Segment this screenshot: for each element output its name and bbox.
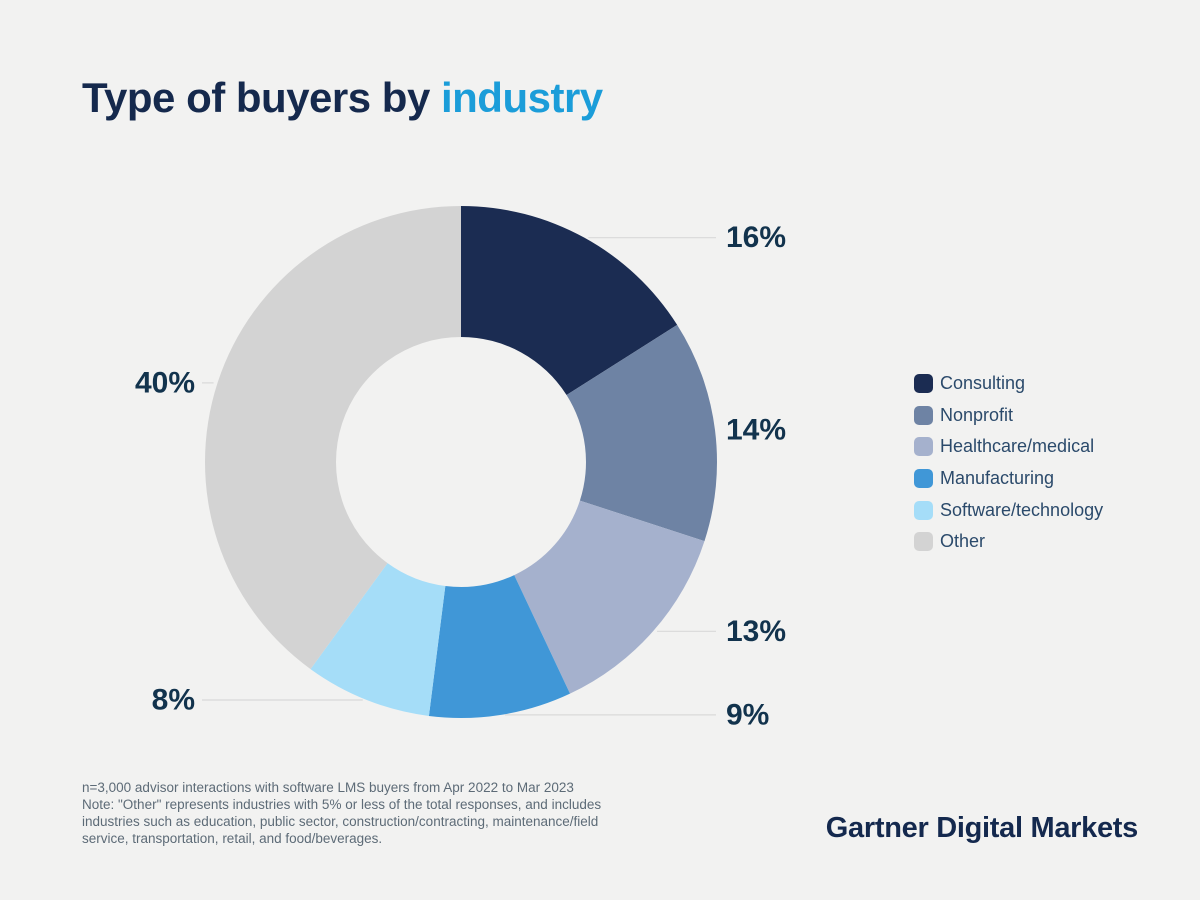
legend-swatch-icon (914, 405, 933, 425)
legend-label: Consulting (940, 373, 1026, 393)
donut-segment-nonprofit (566, 324, 718, 542)
branding-gartner-digital-markets: Gartner Digital Markets (825, 812, 1139, 844)
donut-segment-consulting (461, 206, 678, 396)
legend-swatch-icon (914, 469, 933, 489)
donut-segment-manufacturing (428, 575, 570, 719)
page-title-prefix: Type of buyers by (82, 74, 441, 121)
percent-label-software-technology: 8% (152, 684, 195, 717)
legend-label: Software/technology (940, 499, 1104, 520)
donut-segment-healthcare-medical (514, 500, 705, 694)
legend-label: Nonprofit (940, 404, 1014, 425)
legend-item-other: Other (914, 531, 1103, 552)
legend-swatch-icon (914, 374, 933, 393)
legend-swatch-icon (914, 500, 933, 520)
legend-item-manufacturing: Manufacturing (914, 468, 1103, 489)
legend-item-consulting: Consulting (914, 373, 1103, 393)
percent-label-other: 40% (135, 366, 195, 399)
legend-item-nonprofit: Nonprofit (914, 404, 1103, 425)
page-title-highlight: industry (440, 74, 603, 121)
percent-label-consulting: 16% (726, 221, 786, 254)
page-title: Type of buyers by industry (82, 74, 603, 122)
percent-label-healthcare-medical: 13% (726, 615, 786, 648)
legend-item-healthcare-medical: Healthcare/medical (914, 436, 1103, 457)
donut-segment-software-technology (310, 563, 446, 716)
legend-label: Manufacturing (940, 468, 1055, 489)
legend-swatch-icon (914, 437, 933, 457)
legend-swatch-icon (914, 532, 933, 552)
legend: Consulting Nonprofit Healthcare/medical Man… (914, 373, 1104, 564)
legend-label: Other (940, 531, 986, 552)
legend-label: Healthcare/medical (940, 436, 1095, 457)
percent-label-nonprofit: 14% (726, 413, 786, 446)
legend-item-software-technology: Software/technology (914, 499, 1104, 520)
footnote: n=3,000 advisor interactions with softwa… (82, 780, 602, 846)
percent-label-manufacturing: 9% (726, 698, 769, 731)
donut-segment-other (205, 206, 461, 670)
